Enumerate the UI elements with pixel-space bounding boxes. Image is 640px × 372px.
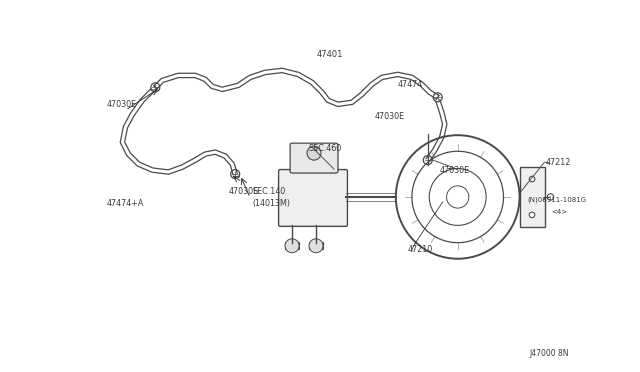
Circle shape (307, 146, 321, 160)
FancyBboxPatch shape (285, 242, 299, 249)
FancyBboxPatch shape (309, 242, 323, 249)
FancyBboxPatch shape (278, 170, 348, 226)
Text: 47030E: 47030E (440, 166, 470, 174)
Text: 47474: 47474 (398, 80, 423, 89)
Bar (520, 167, 545, 227)
Text: SEC.460: SEC.460 (308, 144, 341, 153)
Text: 47212: 47212 (545, 158, 571, 167)
Circle shape (529, 212, 535, 218)
Text: 47030E: 47030E (106, 100, 136, 109)
Text: (14013M): (14013M) (252, 199, 290, 208)
Text: 47210: 47210 (408, 245, 433, 254)
Circle shape (285, 239, 299, 253)
Text: 47030E: 47030E (228, 187, 259, 196)
Text: J47000 8N: J47000 8N (529, 349, 569, 358)
FancyBboxPatch shape (290, 143, 338, 173)
Text: <4>: <4> (552, 209, 568, 215)
Circle shape (529, 176, 535, 182)
Text: 47474+A: 47474+A (106, 199, 144, 208)
Text: SEC.140: SEC.140 (252, 187, 285, 196)
Text: 47030E: 47030E (375, 112, 405, 121)
Text: (N)08911-1081G: (N)08911-1081G (527, 197, 587, 203)
Circle shape (309, 239, 323, 253)
Circle shape (547, 194, 554, 200)
Text: 47401: 47401 (317, 50, 343, 59)
